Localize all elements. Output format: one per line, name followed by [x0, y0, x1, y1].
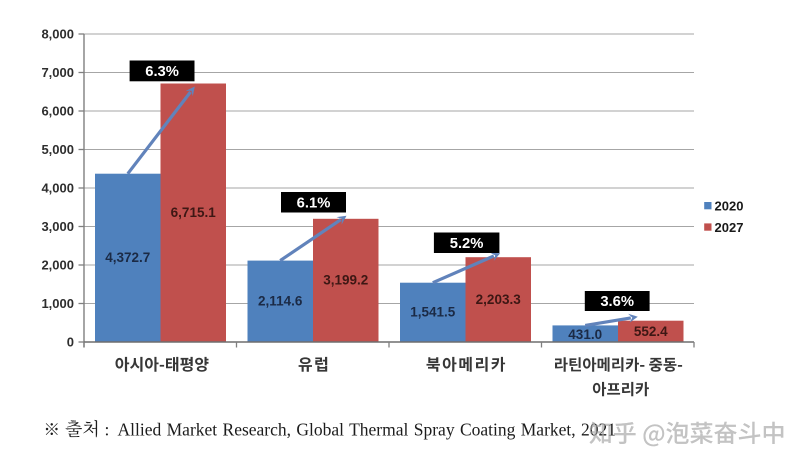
svg-text:2020: 2020	[715, 199, 744, 214]
svg-text:7,000: 7,000	[41, 65, 74, 80]
svg-text:1,541.5: 1,541.5	[410, 305, 456, 320]
svg-text:0: 0	[67, 335, 74, 350]
svg-text:2,000: 2,000	[41, 258, 74, 273]
svg-text:1,000: 1,000	[41, 296, 74, 311]
svg-text:5,000: 5,000	[41, 142, 74, 157]
svg-text:3.6%: 3.6%	[600, 294, 634, 310]
svg-text:6,715.1: 6,715.1	[171, 205, 217, 220]
svg-text:6.3%: 6.3%	[145, 64, 179, 80]
svg-text:3,199.2: 3,199.2	[323, 273, 368, 288]
svg-text:552.4: 552.4	[634, 324, 668, 339]
svg-text:6.1%: 6.1%	[297, 195, 331, 211]
svg-text:3,000: 3,000	[41, 219, 74, 234]
svg-text:8,000: 8,000	[41, 27, 74, 42]
svg-text:6,000: 6,000	[41, 104, 74, 119]
svg-text:2,114.6: 2,114.6	[258, 294, 303, 309]
svg-text:Allied Market Research, Global: Allied Market Research, Global Thermal S…	[118, 419, 617, 439]
svg-text:2027: 2027	[715, 220, 744, 235]
svg-text:5.2%: 5.2%	[450, 236, 484, 252]
svg-text:4,372.7: 4,372.7	[105, 250, 150, 265]
svg-text:4,000: 4,000	[41, 181, 74, 196]
svg-text:2,203.3: 2,203.3	[476, 292, 522, 307]
svg-text:431.0: 431.0	[568, 327, 602, 342]
svg-text::: :	[105, 419, 110, 439]
